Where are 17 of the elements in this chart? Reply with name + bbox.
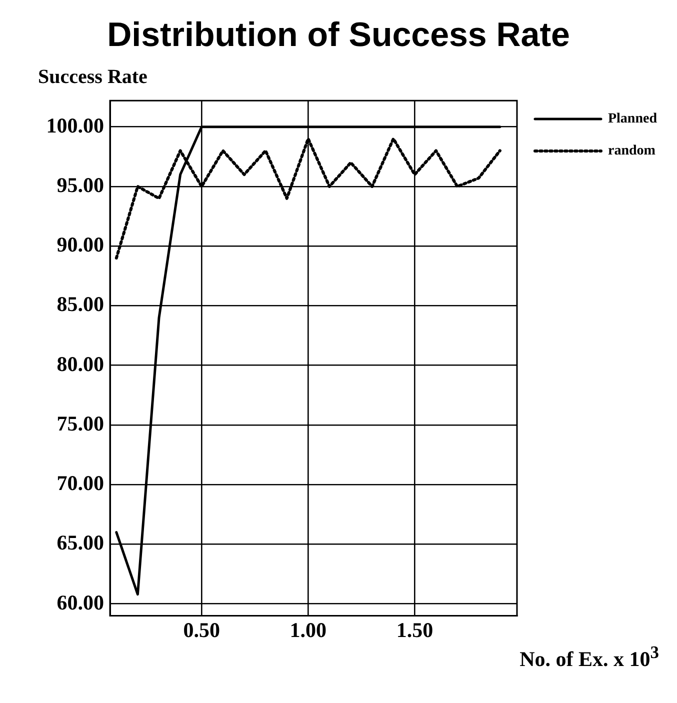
x-axis-title: No. of Ex. x 10$^{3}$ — [520, 642, 659, 672]
y-tick-label: 70.00 — [56, 471, 104, 496]
y-tick-label: 85.00 — [56, 292, 104, 316]
y-tick-label: 75.00 — [56, 411, 104, 436]
chart-title: Distribution of Success Rate — [106, 16, 571, 55]
x-tick-label: 1.00 — [290, 618, 327, 642]
y-tick-label: 60.00 — [56, 590, 104, 614]
y-tick-label: 80.00 — [56, 352, 104, 376]
legend-label: random — [608, 144, 656, 159]
y-axis-title: Success Rate — [38, 66, 148, 89]
x-tick-label: 1.50 — [396, 618, 434, 642]
y-tick-label: 100.00 — [46, 113, 104, 138]
y-tick-label: 65.00 — [56, 530, 104, 555]
y-tick-label: 90.00 — [56, 232, 104, 257]
y-tick-label: 95.00 — [56, 172, 104, 197]
x-tick-label: 0.50 — [183, 618, 220, 642]
legend-label: Planned — [608, 112, 658, 127]
